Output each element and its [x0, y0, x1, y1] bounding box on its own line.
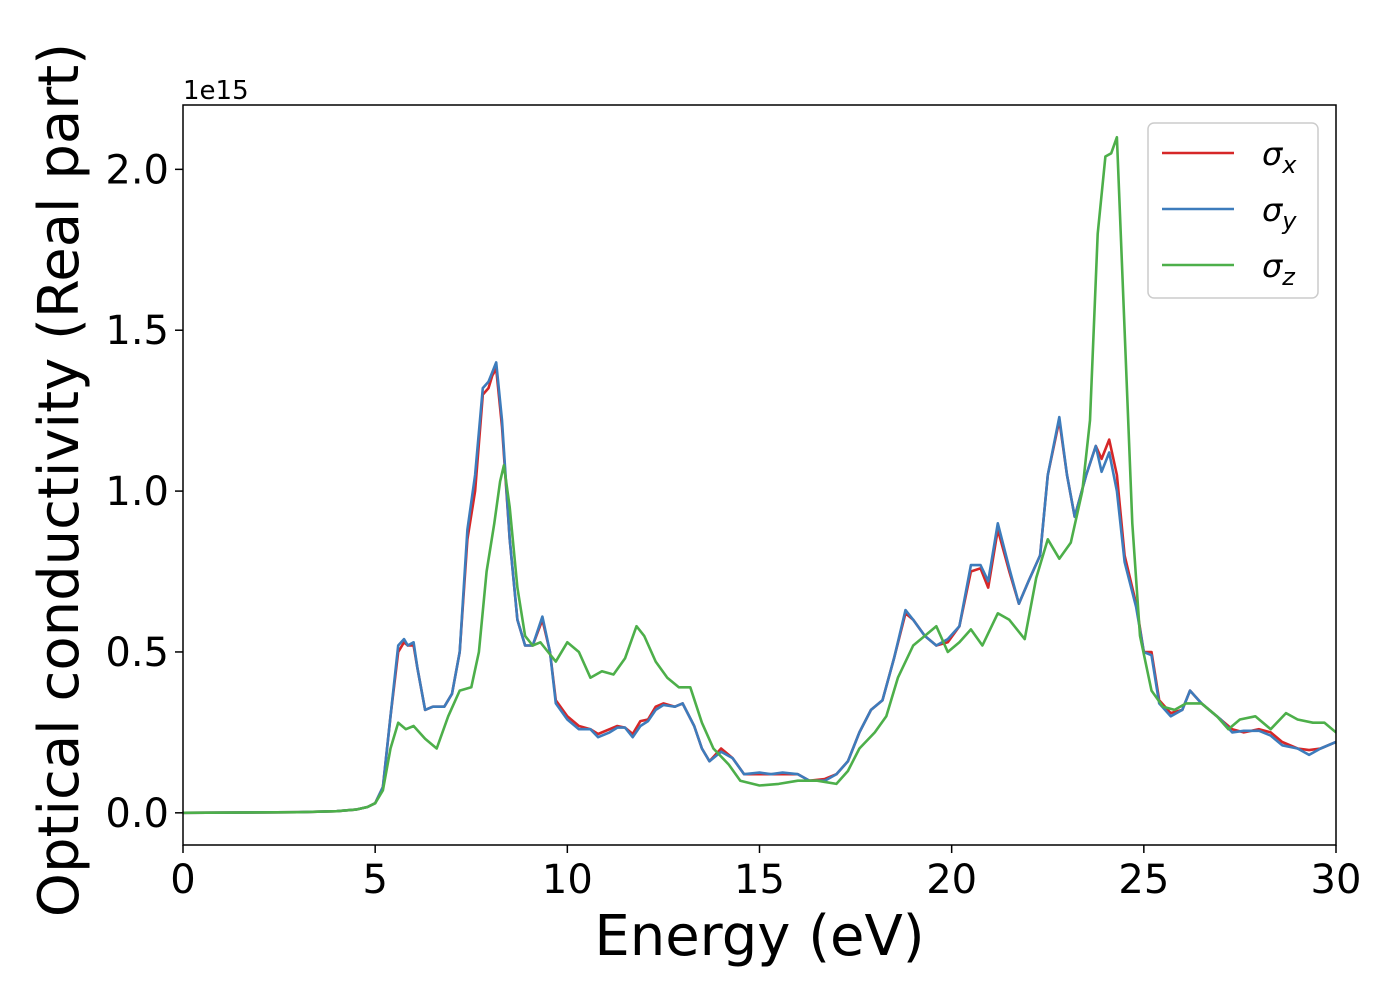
x-tick-label: 0: [170, 857, 195, 903]
y-tick-label: 2.0: [105, 147, 169, 193]
series-layer: [183, 135, 1336, 815]
x-axis: 0 5 10 15 20 25 30: [170, 845, 1361, 903]
series-line-y: [183, 361, 1336, 815]
series-line-x: [183, 367, 1336, 815]
x-tick-label: 5: [362, 857, 387, 903]
x-tick-label: 30: [1311, 857, 1362, 903]
x-axis-title: Energy (eV): [594, 904, 924, 969]
y-tick-label: 0.5: [105, 630, 169, 676]
y-tick-label: 1.5: [105, 308, 169, 354]
y-axis-title: Optical conductivity (Real part): [27, 43, 92, 917]
legend-label-x: σx: [1262, 135, 1297, 179]
y-axis: 0.0 0.5 1.0 1.5 2.0: [105, 147, 183, 837]
x-tick-label: 10: [542, 857, 593, 903]
x-tick-label: 25: [1118, 857, 1169, 903]
legend-box: [1147, 122, 1319, 299]
legend: σx σy σz: [1147, 122, 1319, 299]
legend-label-y: σy: [1262, 191, 1297, 235]
x-tick-label: 15: [734, 857, 785, 903]
legend-label-z: σz: [1262, 247, 1296, 291]
y-axis-offset-label: 1e15: [183, 76, 249, 106]
y-tick-label: 1.0: [105, 469, 169, 515]
series-line-z: [183, 135, 1336, 815]
x-tick-label: 20: [926, 857, 977, 903]
y-tick-label: 0.0: [105, 791, 169, 837]
